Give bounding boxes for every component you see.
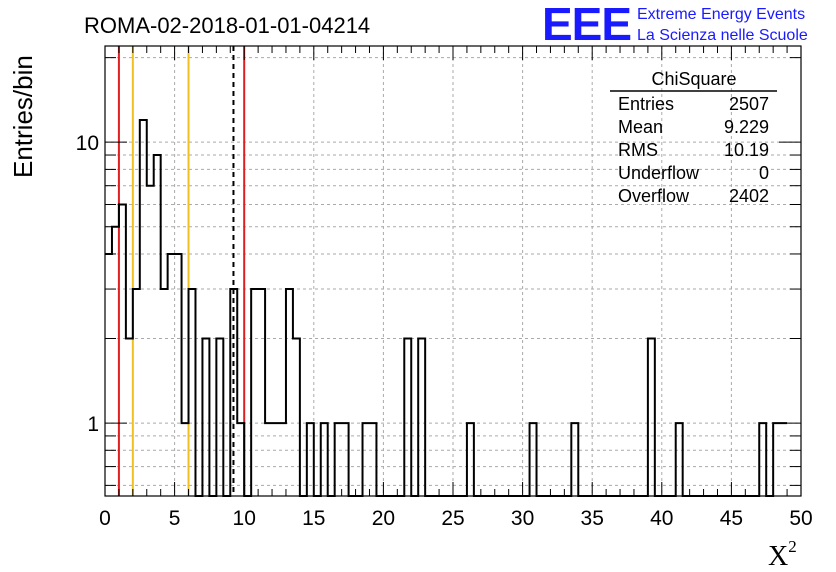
stats-row-value: 2507 [729,94,769,114]
stats-rows: Entries 2507 Mean 9.229 RMS 10.19 Underflow 0 Ov… [618,94,769,206]
x-tick-label: 5 [169,507,181,530]
y-axis-label: Entries/bin [8,55,38,178]
stats-box: ChiSquare Entries 2507 Mean 9.229 RMS 10.19 Un… [610,69,777,206]
x-tick-label: 40 [650,507,673,530]
x-tick-label: 35 [581,507,604,530]
x-axis-label-base: X [768,541,788,572]
y-tick-label: 1 [87,413,99,436]
stats-row-label: Overflow [618,186,690,206]
stats-row-label: Mean [618,117,663,137]
stats-row-value: 9.229 [724,117,769,137]
stats-row-label: Entries [618,94,674,114]
stats-row-value: 0 [759,163,769,183]
eee-logo-line1: Extreme Energy Events [637,6,805,23]
x-axis-label-sup: 2 [788,537,797,556]
eee-logo: EEE Extreme Energy Events La Scienza nel… [542,0,808,50]
x-tick-label: 0 [99,507,111,530]
stats-row-value: 10.19 [724,140,769,160]
x-tick-label: 10 [233,507,256,530]
x-tick-label: 50 [789,507,812,530]
chart-title: ROMA-02-2018-01-01-04214 [84,13,370,38]
x-tick-label: 20 [372,507,395,530]
stats-row-label: Underflow [618,163,700,183]
stats-title: ChiSquare [651,69,736,89]
x-axis-label: X2 [768,537,797,572]
x-tick-label: 15 [302,507,325,530]
x-tick-label: 30 [511,507,534,530]
x-tick-label: 45 [720,507,743,530]
tick-labels: 0 5 10 15 20 25 30 35 40 45 50 1 10 [76,132,813,530]
stats-row-value: 2402 [729,186,769,206]
axis-ticks [104,46,802,496]
y-tick-label: 10 [76,132,99,155]
eee-logo-line2: La Scienza nelle Scuole [637,27,808,44]
stats-row-label: RMS [618,140,658,160]
eee-logo-mark: EEE [542,0,631,50]
x-tick-label: 25 [441,507,464,530]
